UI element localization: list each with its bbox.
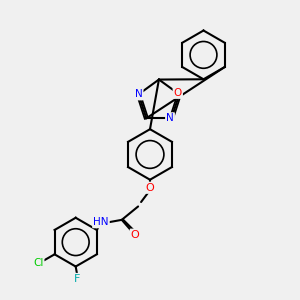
Text: HN: HN: [93, 217, 109, 227]
Text: N: N: [135, 89, 142, 99]
Text: O: O: [131, 230, 140, 240]
Text: O: O: [146, 183, 154, 193]
Text: O: O: [174, 88, 182, 98]
Text: N: N: [166, 113, 174, 123]
Text: F: F: [74, 274, 80, 284]
Text: Cl: Cl: [33, 258, 44, 268]
